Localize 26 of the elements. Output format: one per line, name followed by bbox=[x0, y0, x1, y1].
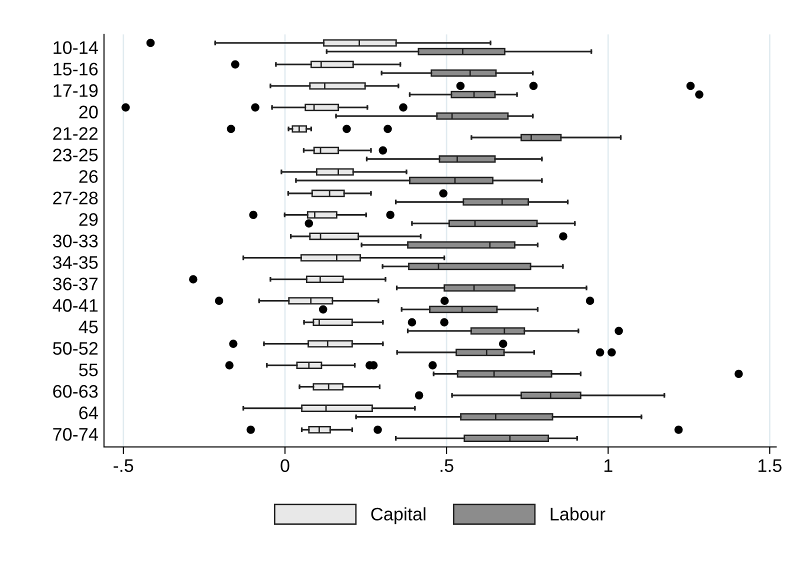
y-tick-label: 20 bbox=[79, 106, 98, 118]
y-tick-label: 45 bbox=[78, 320, 98, 334]
legend-label: Labour bbox=[550, 507, 606, 521]
y-tick-label: 34-35 bbox=[52, 256, 98, 269]
x-tick-label: .5 bbox=[440, 459, 454, 472]
y-tick-label: 40-41 bbox=[52, 299, 98, 312]
y-tick-label: 55 bbox=[79, 364, 98, 376]
x-tick-label: 1.5 bbox=[758, 459, 782, 472]
y-tick-label: 29 bbox=[79, 213, 98, 226]
y-tick-label: 21-22 bbox=[53, 127, 98, 140]
y-tick-label: 64 bbox=[79, 406, 98, 420]
x-tick-label: 0 bbox=[280, 459, 290, 472]
y-tick-label: 26 bbox=[79, 170, 98, 183]
y-tick-label: 27-28 bbox=[53, 192, 98, 204]
y-tick-label: 70-74 bbox=[53, 428, 98, 441]
y-tick-label: 15-16 bbox=[54, 62, 98, 76]
y-tick-label: 17-19 bbox=[54, 84, 98, 97]
y-tick-label: 36-37 bbox=[52, 278, 98, 290]
x-tick-label: 1 bbox=[604, 459, 612, 472]
y-tick-label: 10-14 bbox=[54, 41, 98, 54]
legend-label: Capital bbox=[371, 507, 426, 524]
x-tick-label: -.5 bbox=[114, 459, 134, 472]
y-tick-label: 23-25 bbox=[53, 148, 98, 162]
y-tick-label: 50-52 bbox=[53, 342, 98, 355]
y-tick-label: 60-63 bbox=[53, 385, 98, 398]
y-tick-label: 30-33 bbox=[52, 234, 98, 248]
